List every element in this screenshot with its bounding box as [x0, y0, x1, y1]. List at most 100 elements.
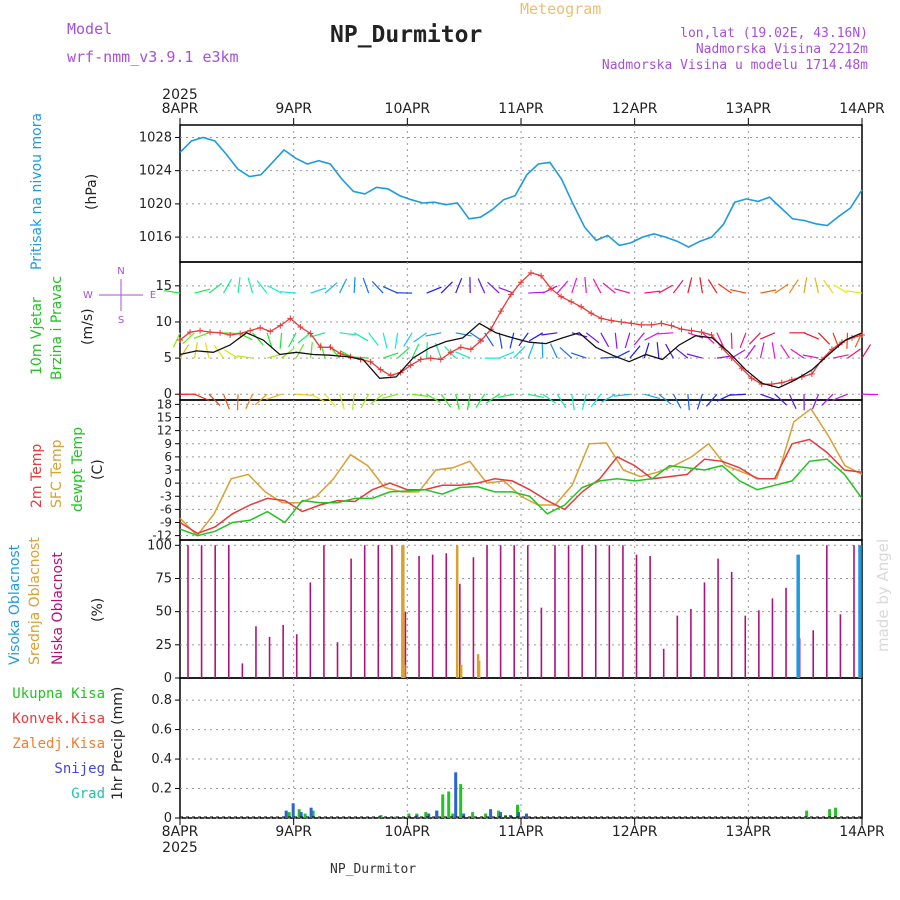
wind-barb — [790, 348, 805, 359]
wind-barb — [592, 278, 602, 294]
wind-barb — [811, 393, 820, 410]
wind-barb — [643, 342, 650, 359]
wind-barb — [730, 289, 747, 294]
wind-barb — [861, 344, 872, 359]
wind-barb — [528, 393, 545, 399]
wind-barb — [252, 332, 264, 346]
footer-station: NP_Durmitor — [330, 862, 417, 877]
wind-barb — [498, 332, 503, 349]
x-date-label-top: 13APR — [726, 101, 772, 117]
precip-snow-bar — [454, 772, 458, 818]
wind-barb — [528, 332, 544, 342]
wind-barb — [771, 342, 776, 359]
wind-barb — [745, 344, 756, 359]
wind-barb — [656, 342, 660, 359]
y-tick-label: 6 — [164, 450, 172, 464]
precip-rain-bar — [451, 813, 455, 818]
wind-speed-point — [538, 272, 545, 279]
wind-speed-point — [317, 344, 324, 351]
x-date-label-top: 9APR — [275, 101, 312, 117]
wind-barb — [549, 343, 558, 359]
wind-barb — [382, 393, 398, 399]
x-date-label-top: 14APR — [839, 101, 885, 117]
precip-snow-bar — [309, 807, 313, 818]
wind-barb — [803, 332, 819, 340]
wind-barb — [614, 288, 630, 294]
wind-barb — [774, 283, 789, 294]
wind-speed-point — [197, 327, 204, 334]
wind-barb — [717, 283, 732, 294]
elevation: Nadmorska Visina 2212m — [695, 42, 868, 57]
wind-gust-line — [179, 322, 863, 389]
wind-barb — [339, 394, 345, 410]
wind-barb — [295, 343, 305, 359]
wind-speed-point — [638, 321, 645, 328]
wind-barb — [351, 394, 355, 411]
wind-barb — [394, 332, 399, 349]
wind-barb — [730, 332, 733, 349]
wind-barb — [672, 279, 684, 294]
precip-snow-bar — [435, 810, 439, 818]
wind-barb — [644, 393, 660, 400]
wind-barb — [296, 393, 313, 396]
precip-rain-bar — [516, 804, 520, 818]
y-tick-label: 9 — [164, 437, 172, 451]
wind-barb — [310, 287, 326, 294]
x-date-label-top: 11APR — [498, 101, 544, 117]
wind-barb — [254, 393, 268, 406]
wind-barb — [780, 344, 790, 359]
precip-snow-bar — [299, 812, 303, 818]
precip-snow-bar — [517, 812, 521, 818]
pressure-line — [179, 136, 863, 248]
wind-speed-point — [548, 285, 555, 292]
wind-barb — [498, 287, 514, 294]
wind-speed-point — [558, 293, 565, 300]
precip-snow-bar — [524, 813, 528, 818]
wind-speed-point — [578, 303, 585, 310]
precip-rain-bar — [805, 810, 809, 818]
wind-barb — [833, 284, 848, 294]
wind-barb — [266, 332, 273, 349]
wind-barb — [164, 290, 181, 294]
wind-barb — [658, 284, 673, 294]
wind-barb — [527, 342, 535, 359]
y-tick-label: 15 — [157, 411, 172, 425]
wind-barb — [455, 394, 460, 410]
y-tick-label: 0.6 — [151, 723, 172, 738]
wind-speed-point — [207, 329, 214, 336]
wind-speed-point — [778, 379, 785, 386]
wind-barb — [571, 352, 587, 359]
wind-barb — [455, 351, 471, 359]
wind-barb — [528, 291, 545, 294]
wind-barb — [590, 393, 602, 408]
wind-barb — [788, 393, 797, 410]
wind-barb — [665, 343, 674, 359]
wind-speed-point — [437, 356, 444, 363]
wind-barb — [382, 332, 388, 349]
wind-barb — [846, 332, 849, 349]
precip-rain-bar — [407, 813, 411, 818]
wind-barb — [814, 277, 820, 294]
wind-barb — [614, 332, 618, 349]
wind-barb — [425, 332, 442, 337]
precip-snow-bar — [489, 809, 493, 818]
wind-barb — [585, 332, 600, 344]
wind-speed-point — [407, 362, 414, 369]
wind-speed-point — [568, 298, 575, 305]
wind-barb — [371, 280, 384, 294]
wind-barb — [633, 332, 645, 346]
wind-barb — [370, 393, 384, 405]
wind-barb — [477, 278, 486, 294]
y-tick-label: 75 — [155, 571, 172, 586]
wind-barb — [707, 279, 718, 294]
wind-barb — [213, 344, 225, 359]
panel-frame — [179, 124, 863, 263]
wind-barb — [759, 342, 765, 359]
wind-barb — [832, 354, 849, 359]
precip-rain-bar — [303, 813, 307, 818]
wind-barb — [309, 342, 313, 359]
x-date-label-top: 8APR — [162, 101, 199, 117]
wind-barb — [556, 393, 567, 409]
wind-speed-point — [417, 356, 424, 363]
